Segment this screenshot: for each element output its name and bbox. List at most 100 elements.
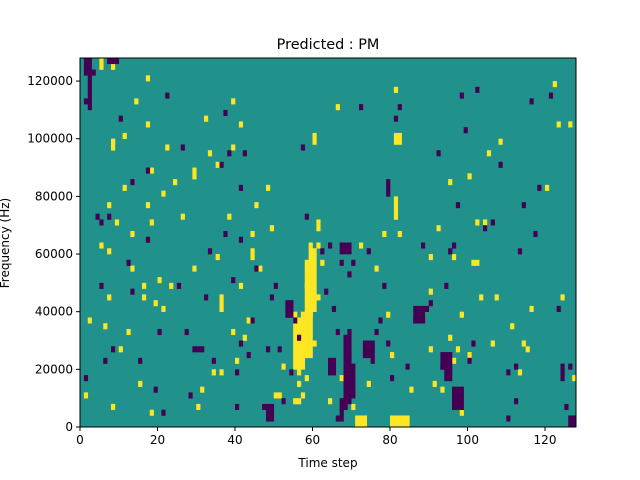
heatmap-cell — [362, 421, 368, 428]
heatmap-cell — [359, 104, 364, 111]
heatmap-cell — [118, 115, 123, 122]
heatmap-cell — [111, 63, 116, 70]
heatmap-cell — [219, 161, 224, 168]
y-tick-label: 20000 — [35, 362, 73, 376]
heatmap-cell — [219, 300, 224, 307]
heatmap-cell — [506, 415, 511, 422]
heatmap-cell — [448, 334, 453, 341]
heatmap-cell — [293, 352, 298, 359]
heatmap-cell — [304, 305, 309, 312]
heatmap-cell — [355, 421, 360, 428]
heatmap-cell — [401, 421, 406, 428]
heatmap-cell — [347, 334, 352, 341]
heatmap-cell — [568, 121, 573, 128]
heatmap-cell — [331, 363, 337, 370]
heatmap-cell — [343, 352, 348, 359]
heatmap-cell — [235, 403, 240, 411]
heatmap-cell — [308, 300, 313, 307]
heatmap-cell — [370, 352, 375, 359]
heatmap-cell — [184, 328, 189, 336]
heatmap-cell — [297, 328, 302, 336]
heatmap-cell — [300, 346, 306, 353]
heatmap-cell — [374, 328, 379, 336]
heatmap-cell — [331, 305, 337, 312]
heatmap-cell — [452, 403, 457, 411]
heatmap-cell — [490, 219, 495, 226]
heatmap-cell — [328, 242, 333, 249]
heatmap-cell — [483, 225, 488, 232]
heatmap-cell — [347, 386, 352, 393]
heatmap-cell — [339, 398, 344, 405]
heatmap-cell — [312, 305, 317, 312]
heatmap-cell — [258, 265, 263, 272]
heatmap-cell — [293, 334, 298, 341]
heatmap-cell — [304, 340, 309, 347]
y-tick-label: 60000 — [35, 247, 73, 261]
heatmap-cell — [308, 340, 313, 347]
heatmap-cell — [293, 328, 298, 336]
heatmap-cell — [397, 230, 402, 238]
heatmap-cell — [328, 363, 333, 370]
x-tick-label: 80 — [382, 433, 397, 447]
heatmap-cell — [238, 282, 244, 289]
heatmap-cell — [87, 98, 92, 105]
heatmap-cell — [87, 69, 92, 76]
heatmap-cell — [405, 421, 410, 428]
heatmap-cell — [316, 294, 321, 301]
heatmap-cell — [397, 421, 402, 428]
heatmap-cell — [393, 213, 399, 220]
x-tick-label: 120 — [534, 433, 557, 447]
heatmap-cell — [343, 369, 348, 376]
heatmap-cell — [521, 340, 526, 347]
heatmap-cell — [324, 288, 329, 295]
heatmap-cell — [448, 369, 453, 376]
heatmap-cell — [347, 369, 352, 376]
heatmap-cell — [289, 311, 294, 318]
heatmap-cell — [366, 352, 371, 359]
heatmap-cell — [83, 58, 89, 65]
heatmap-cell — [192, 265, 197, 272]
heatmap-cell — [130, 179, 135, 186]
heatmap-cell — [308, 328, 313, 336]
heatmap-cell — [204, 294, 209, 301]
heatmap-cell — [417, 317, 422, 324]
heatmap-cell — [157, 277, 162, 284]
heatmap-cell — [250, 254, 255, 261]
heatmap-cell — [421, 311, 426, 318]
heatmap-cell — [339, 403, 344, 411]
heatmap-cell — [390, 421, 395, 428]
heatmap-cell — [351, 363, 356, 370]
heatmap-cell — [293, 357, 298, 364]
heatmap-cell — [529, 305, 534, 312]
heatmap-cell — [297, 363, 302, 370]
heatmap-cell — [227, 213, 232, 220]
heatmap-cell — [111, 346, 116, 353]
heatmap-cell — [397, 138, 402, 145]
heatmap-cell — [149, 409, 154, 416]
heatmap-cell — [308, 294, 313, 301]
heatmap-cell — [413, 305, 418, 312]
heatmap-cell — [173, 179, 178, 186]
heatmap-cell — [328, 369, 333, 376]
heatmap-cell — [308, 277, 313, 284]
heatmap-cell — [107, 248, 112, 255]
heatmap-cell — [440, 357, 445, 364]
heatmap-cell — [99, 219, 104, 226]
heatmap-cell — [304, 288, 309, 295]
heatmap-cell — [421, 305, 426, 312]
heatmap-cell — [293, 346, 298, 353]
x-tick-label: 100 — [456, 433, 479, 447]
heatmap-cell — [347, 242, 352, 249]
heatmap-cell — [444, 282, 449, 289]
heatmap-cell — [393, 207, 399, 214]
heatmap-cell — [331, 369, 337, 376]
heatmap-cell — [413, 317, 418, 324]
heatmap-cell — [343, 380, 348, 387]
heatmap-cell — [386, 311, 391, 318]
heatmap-cell — [304, 265, 309, 272]
heatmap-cell — [347, 271, 352, 278]
heatmap-cell — [126, 328, 131, 336]
heatmap-cell — [448, 357, 453, 364]
heatmap-cell — [510, 323, 515, 330]
heatmap-cell — [312, 340, 317, 347]
